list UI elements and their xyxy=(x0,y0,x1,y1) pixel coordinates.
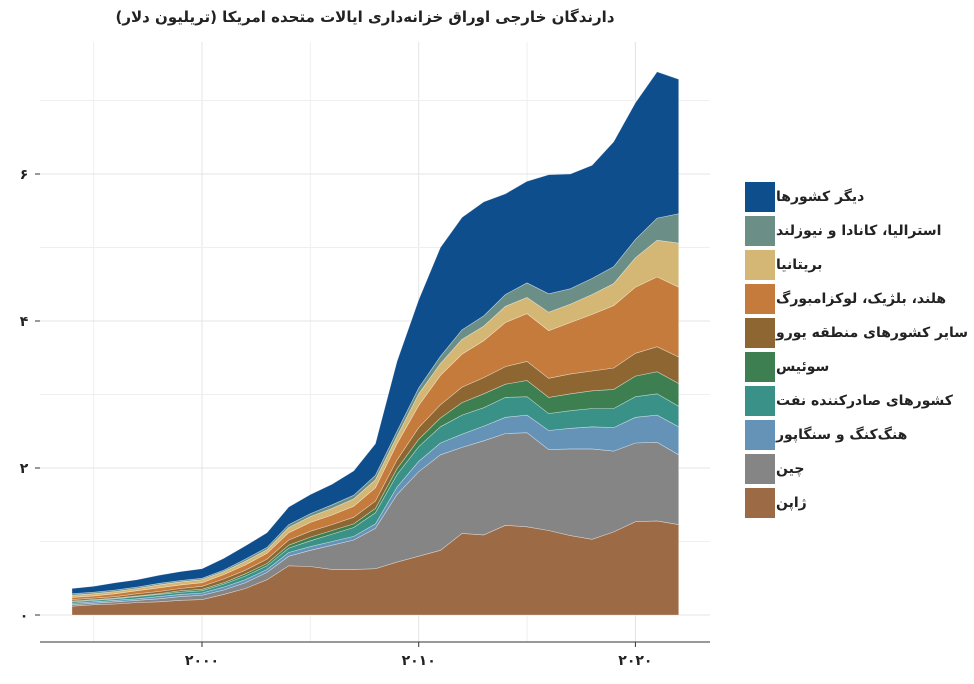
legend-item: دیگر کشورها xyxy=(744,180,969,214)
legend-item: ژاپن xyxy=(744,486,969,520)
legend-label: بریتانیا xyxy=(776,257,823,273)
legend: دیگر کشورها استرالیا، کانادا و نیوزلند بری… xyxy=(744,180,969,520)
area-series xyxy=(71,71,679,595)
x-tick-label: ۲۰۱۰ xyxy=(402,653,436,669)
legend-label: هلند، بلژیک، لوکزامبورگ xyxy=(776,291,947,307)
legend-item: چین xyxy=(744,452,969,486)
legend-swatch xyxy=(744,215,776,247)
legend-label: کشورهای صادرکننده نفت xyxy=(776,393,953,409)
legend-swatch xyxy=(744,385,776,417)
legend-label: ژاپن xyxy=(776,495,807,511)
legend-item: کشورهای صادرکننده نفت xyxy=(744,384,969,418)
legend-item: هنگ‌کنگ و سنگاپور xyxy=(744,418,969,452)
legend-swatch xyxy=(744,487,776,519)
legend-label: هنگ‌کنگ و سنگاپور xyxy=(776,427,908,443)
legend-item: هلند، بلژیک، لوکزامبورگ xyxy=(744,282,969,316)
legend-swatch xyxy=(744,453,776,485)
y-tick-label: ۴ xyxy=(20,314,29,330)
legend-swatch xyxy=(744,419,776,451)
legend-item: سوئیس xyxy=(744,350,969,384)
legend-item: سایر کشورهای منطقه یورو xyxy=(744,316,969,350)
legend-label: دیگر کشورها xyxy=(776,189,865,205)
legend-swatch xyxy=(744,181,776,213)
axes: ۲۰۰۰ ۲۰۱۰ ۲۰۲۰ ۰ ۲ ۴ ۶ xyxy=(20,167,710,669)
legend-swatch xyxy=(744,249,776,281)
legend-swatch xyxy=(744,283,776,315)
legend-label: سوئیس xyxy=(776,359,830,375)
legend-swatch xyxy=(744,317,776,349)
legend-item: استرالیا، کانادا و نیوزلند xyxy=(744,214,969,248)
legend-label: سایر کشورهای منطقه یورو xyxy=(776,325,969,341)
legend-item: بریتانیا xyxy=(744,248,969,282)
y-tick-label: ۰ xyxy=(20,608,29,624)
x-tick-label: ۲۰۲۰ xyxy=(618,653,652,669)
legend-swatch xyxy=(744,351,776,383)
y-tick-label: ۶ xyxy=(20,167,29,183)
y-tick-label: ۲ xyxy=(20,461,29,477)
legend-label: چین xyxy=(776,461,805,477)
area-series xyxy=(71,71,679,616)
legend-label: استرالیا، کانادا و نیوزلند xyxy=(776,223,942,239)
x-tick-label: ۲۰۰۰ xyxy=(185,653,219,669)
chart-title: دارندگان خارجی اوراق خزانه‌داری ایالات م… xyxy=(115,8,615,26)
